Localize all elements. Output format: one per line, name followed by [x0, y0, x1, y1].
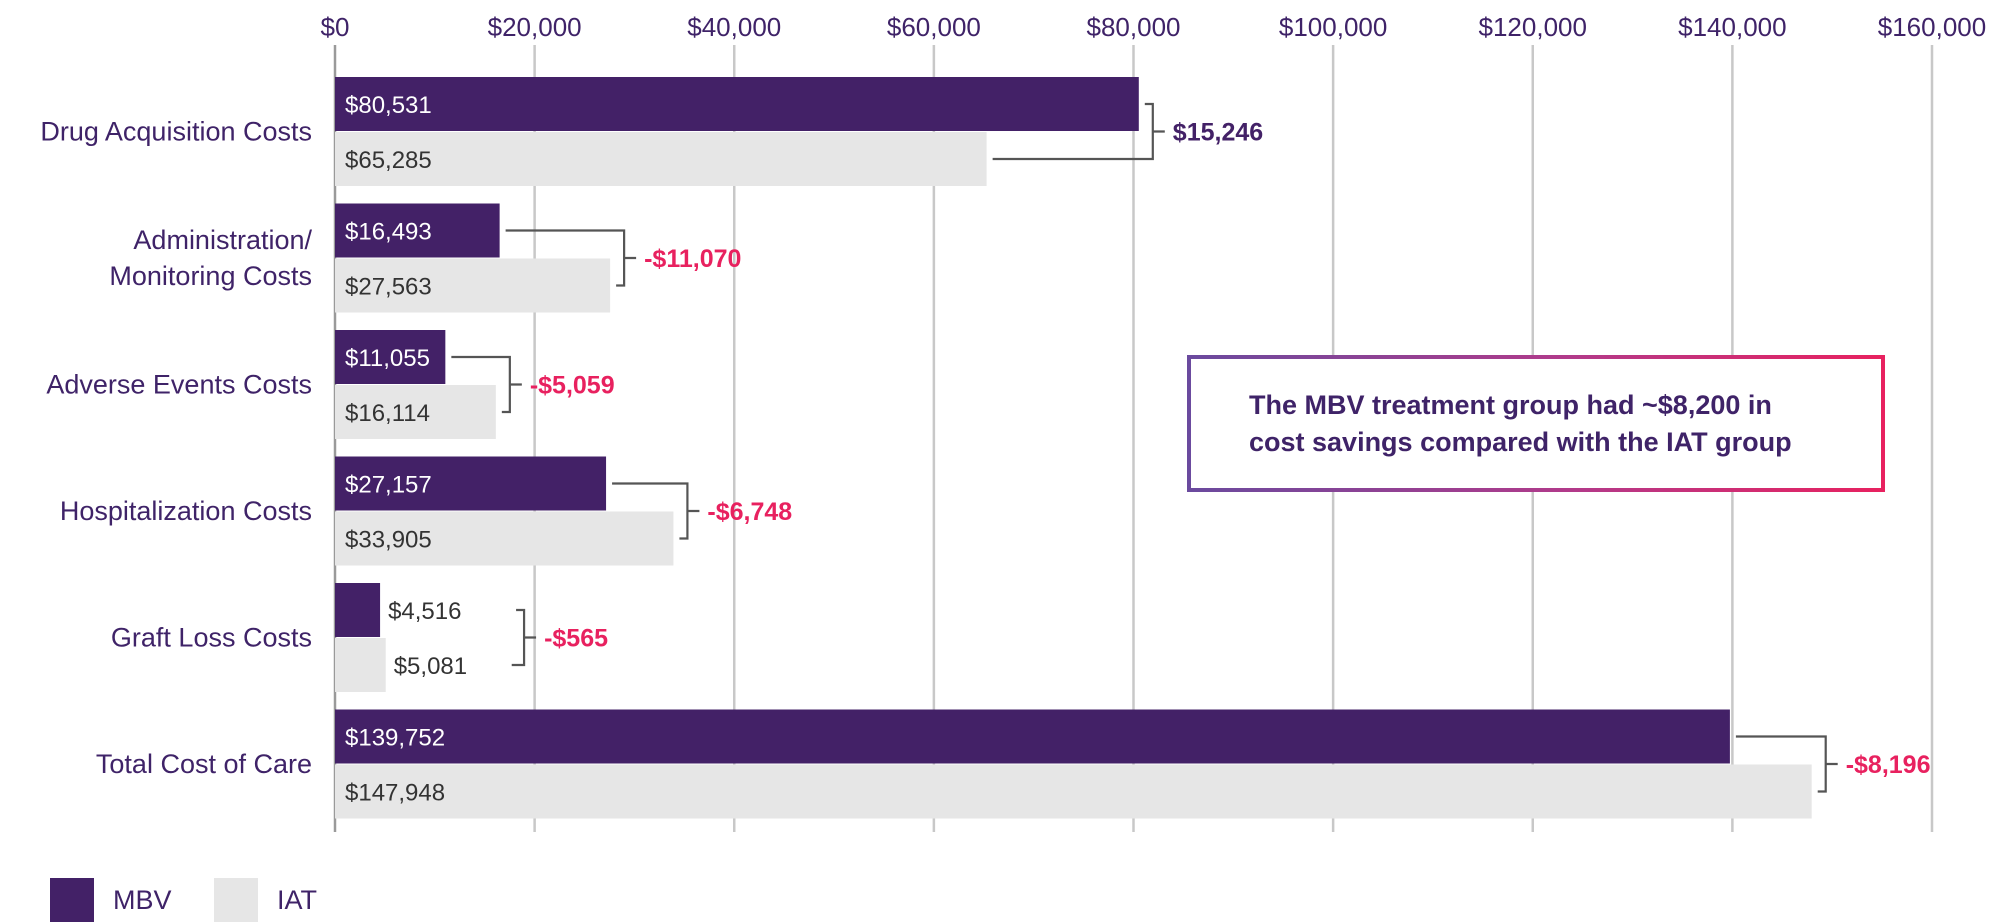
bar-iat [335, 132, 987, 186]
category-label: Graft Loss Costs [111, 623, 312, 653]
bar-iat [335, 385, 496, 439]
value-label-mbv: $27,157 [345, 472, 432, 499]
bar-mbv [335, 709, 1730, 764]
difference-bracket [505, 229, 637, 287]
legend-swatch-mbv [50, 878, 94, 922]
difference-label: $15,246 [1173, 119, 1263, 147]
bar-iat [335, 511, 674, 566]
bar-mbv [335, 583, 381, 637]
bars: $80,531 $65,285 $16,493 $27,563 $11,055 $16,1… [335, 77, 1812, 819]
value-label-iat: $65,285 [345, 147, 432, 174]
x-tick-label: $160,000 [1878, 12, 1986, 42]
difference-label: -$6,748 [707, 498, 792, 526]
difference-bracket [451, 355, 522, 414]
bar-iat [335, 258, 611, 313]
value-label-mbv: $80,531 [345, 92, 432, 119]
x-tick-label: $100,000 [1279, 12, 1387, 42]
value-label-iat: $27,563 [345, 274, 432, 301]
difference-label: -$5,059 [530, 372, 615, 400]
x-tick-label: $40,000 [687, 12, 781, 42]
category-label: Drug Acquisition Costs [40, 117, 312, 147]
value-label-mbv: $16,493 [345, 219, 432, 246]
x-tick-label: $20,000 [488, 12, 582, 42]
difference-brackets: $15,246 -$11,070 -$5,059 -$6,748 -$565 -$8,19… [451, 102, 1931, 793]
category-label: Monitoring Costs [109, 261, 312, 291]
value-label-mbv: $11,055 [345, 345, 430, 372]
value-label-iat: $33,905 [345, 527, 432, 554]
legend-label-mbv: MBV [113, 885, 172, 915]
bar-iat [335, 764, 1812, 819]
category-label: Hospitalization Costs [60, 496, 312, 526]
x-tick-label: $120,000 [1479, 12, 1587, 42]
savings-callout-box: The MBV treatment group had ~$8,200 in c… [1187, 355, 1885, 492]
difference-label: -$8,196 [1846, 751, 1931, 779]
difference-label: -$565 [544, 625, 608, 653]
value-label-iat: $5,081 [394, 653, 467, 680]
value-label-mbv: $139,752 [345, 725, 445, 752]
bar-mbv [335, 456, 607, 511]
legend-swatch-iat [214, 878, 258, 922]
category-label: Adverse Events Costs [46, 370, 312, 400]
difference-bracket [992, 102, 1165, 161]
x-tick-label: $140,000 [1678, 12, 1786, 42]
value-label-iat: $147,948 [345, 780, 445, 807]
difference-bracket [612, 482, 700, 540]
x-axis: $0 $20,000 $40,000 $60,000 $80,000 $100,000 $1… [321, 12, 1987, 42]
legend-label-iat: IAT [277, 885, 317, 915]
bar-mbv [335, 330, 446, 384]
category-label: Total Cost of Care [96, 749, 312, 779]
value-label-mbv: $4,516 [388, 598, 461, 625]
x-tick-label: $80,000 [1087, 12, 1181, 42]
bar-mbv [335, 77, 1139, 131]
x-tick-label: $60,000 [887, 12, 981, 42]
difference-label: -$11,070 [644, 245, 741, 273]
legend: MBV IAT [50, 878, 317, 922]
category-label: Administration/ [133, 225, 312, 255]
value-label-iat: $16,114 [345, 400, 430, 427]
difference-bracket [511, 608, 537, 667]
difference-bracket [1735, 735, 1838, 793]
x-tick-label: $0 [321, 12, 350, 42]
bar-iat [335, 638, 386, 692]
savings-callout-text: The MBV treatment group had ~$8,200 in c… [1249, 389, 1792, 457]
category-labels: Drug Acquisition Costs Administration/Mon… [40, 117, 312, 780]
bar-mbv [335, 203, 500, 258]
